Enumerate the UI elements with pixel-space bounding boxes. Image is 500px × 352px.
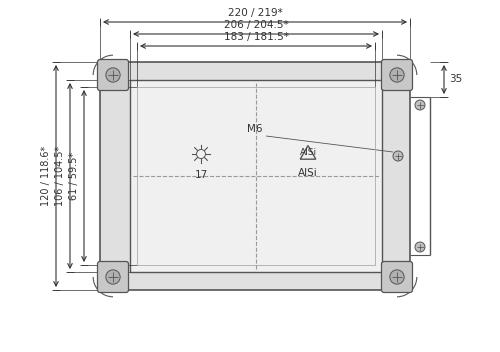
Circle shape	[390, 270, 404, 284]
Text: 17: 17	[194, 170, 207, 180]
Text: 206 / 204.5*: 206 / 204.5*	[224, 20, 288, 30]
Circle shape	[415, 242, 425, 252]
Circle shape	[393, 151, 403, 161]
Circle shape	[196, 150, 205, 158]
FancyBboxPatch shape	[382, 262, 412, 293]
FancyBboxPatch shape	[382, 59, 412, 90]
Circle shape	[106, 68, 120, 82]
Text: AlSi: AlSi	[300, 148, 316, 157]
Text: 35: 35	[449, 75, 462, 84]
Text: 183 / 181.5*: 183 / 181.5*	[224, 32, 288, 42]
Text: 220 / 219*: 220 / 219*	[228, 8, 282, 18]
Text: 61 / 59.5*: 61 / 59.5*	[69, 152, 79, 200]
Polygon shape	[100, 62, 410, 290]
Text: 120 / 118.6*: 120 / 118.6*	[41, 146, 51, 206]
Circle shape	[106, 270, 120, 284]
Circle shape	[415, 100, 425, 110]
Text: AlSi: AlSi	[298, 168, 318, 178]
Text: 106 / 104.5*: 106 / 104.5*	[55, 146, 65, 206]
FancyBboxPatch shape	[98, 262, 128, 293]
Polygon shape	[130, 80, 382, 272]
Circle shape	[390, 68, 404, 82]
FancyBboxPatch shape	[98, 59, 128, 90]
Text: M6: M6	[246, 124, 262, 134]
